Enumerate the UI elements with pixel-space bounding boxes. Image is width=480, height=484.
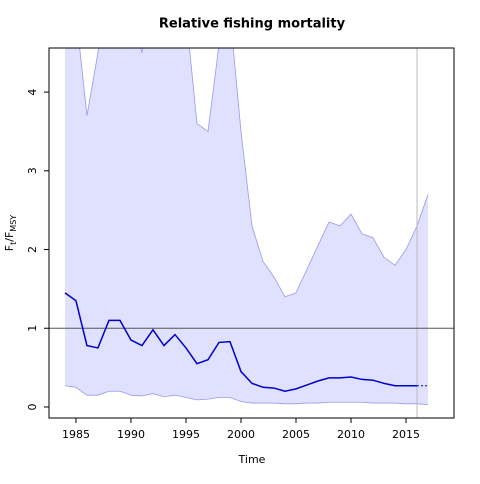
y-tick-label: 2: [26, 246, 39, 253]
y-axis-label: Ft/FMSY: [3, 215, 18, 251]
x-tick-label: 2010: [337, 428, 365, 441]
y-tick-label: 1: [26, 325, 39, 332]
y-tick-label: 3: [26, 167, 39, 174]
x-tick-label: 2015: [392, 428, 420, 441]
series-line: [64, 292, 418, 393]
y-tick-label: 4: [26, 89, 39, 96]
x-tick-label: 1985: [62, 428, 90, 441]
confidence-band: [64, 48, 429, 405]
x-tick-label: 2005: [282, 428, 310, 441]
x-tick-label: 2000: [227, 428, 255, 441]
chart-title: Relative fishing mortality: [159, 17, 346, 32]
band-edge: [79, 48, 429, 298]
plot-area: [49, 48, 454, 418]
x-tick-label: 1995: [172, 428, 200, 441]
band-edge: [64, 385, 429, 406]
y-tick-label: 0: [26, 403, 39, 410]
x-tick-label: 1990: [117, 428, 145, 441]
x-axis-label: Time: [238, 453, 266, 466]
plot-frame: [48, 47, 455, 419]
